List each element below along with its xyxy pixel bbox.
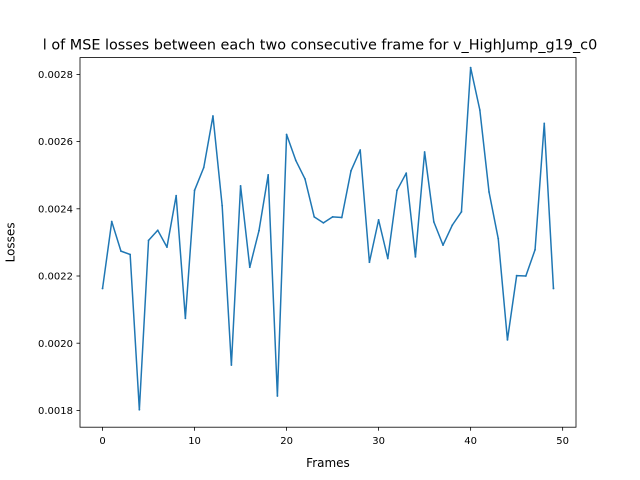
data-points — [101, 66, 555, 411]
data-point — [166, 246, 168, 249]
data-point — [239, 185, 242, 187]
data-point — [129, 253, 132, 256]
data-point — [340, 216, 343, 219]
series-line — [101, 66, 555, 411]
data-point — [414, 255, 417, 258]
y-axis-ticks: 0.0018 0.0020 0.0022 0.0024 0.0026 0.0028 — [38, 70, 80, 417]
data-point — [451, 224, 454, 227]
data-point — [267, 173, 270, 176]
data-point — [202, 166, 205, 169]
data-point — [304, 178, 306, 180]
y-tick-label: 0.0026 — [38, 137, 73, 148]
x-tick-label: 40 — [464, 436, 477, 447]
data-point — [230, 364, 233, 366]
x-tick-label: 50 — [556, 436, 569, 447]
y-tick-label: 0.0024 — [38, 204, 73, 215]
data-point — [469, 66, 472, 69]
data-point — [258, 229, 260, 232]
data-point — [386, 257, 389, 260]
data-point — [534, 248, 536, 251]
data-point — [506, 338, 509, 341]
data-point — [359, 149, 362, 151]
x-axis-label: Frames — [306, 456, 350, 470]
data-point — [515, 274, 518, 277]
data-point — [442, 244, 444, 246]
axes-frame — [79, 57, 577, 428]
data-point — [175, 194, 178, 197]
data-point — [552, 287, 555, 290]
data-point — [488, 191, 490, 193]
data-point — [110, 220, 113, 223]
data-point — [524, 275, 527, 277]
data-point — [497, 237, 500, 240]
x-tick-label: 30 — [372, 436, 385, 447]
data-point — [377, 218, 380, 221]
x-tick-label: 10 — [188, 436, 201, 447]
data-point — [396, 189, 398, 192]
y-tick-label: 0.0022 — [38, 272, 73, 283]
data-point — [101, 287, 104, 290]
data-point — [331, 215, 334, 218]
data-point — [138, 408, 141, 411]
data-point — [285, 133, 288, 136]
y-tick-label: 0.0028 — [38, 70, 73, 81]
data-point — [276, 395, 279, 397]
data-point — [478, 109, 481, 111]
data-point — [543, 122, 546, 125]
y-axis-label: Losses — [4, 222, 18, 262]
data-point — [368, 261, 371, 264]
chart-title: l of MSE losses between each two consecu… — [43, 38, 597, 54]
data-point — [212, 115, 214, 117]
data-point — [147, 239, 150, 242]
x-axis-ticks: 0 10 20 30 40 50 — [99, 427, 569, 447]
data-point — [313, 215, 316, 218]
data-point — [460, 210, 463, 213]
data-point — [248, 266, 251, 269]
y-tick-label: 0.0018 — [38, 406, 73, 417]
data-point — [405, 172, 408, 175]
x-tick-label: 20 — [280, 436, 293, 447]
data-point — [322, 222, 325, 224]
data-point — [156, 229, 159, 232]
x-tick-label: 0 — [99, 436, 105, 447]
data-point — [120, 250, 122, 253]
data-point — [423, 151, 426, 153]
data-point — [193, 189, 196, 192]
data-point — [432, 221, 435, 223]
data-point — [184, 317, 187, 320]
y-tick-label: 0.0020 — [38, 339, 73, 350]
data-point — [350, 169, 352, 172]
data-point — [294, 159, 297, 162]
data-point — [221, 204, 224, 207]
